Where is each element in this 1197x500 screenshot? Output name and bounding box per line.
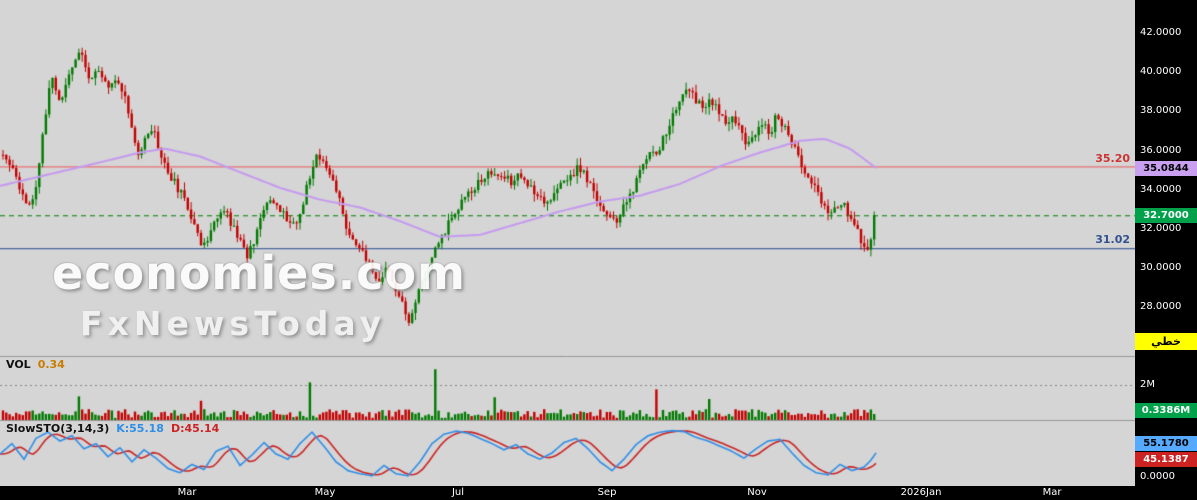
price-tick-label: 42.0000	[1140, 27, 1182, 38]
support-price-label: 31.02	[1095, 233, 1130, 246]
price-tick-label: 40.0000	[1140, 66, 1182, 78]
sto-d-value: D:45.14	[170, 422, 220, 435]
price-tick-label: 30.0000	[1140, 262, 1182, 274]
time-axis-label: May	[314, 487, 336, 498]
last-price-badge: 32.7000	[1135, 208, 1197, 223]
sto-d-badge: 45.1387	[1135, 452, 1197, 467]
price-axis[interactable]: 35.0844 32.7000 خطي 2M 0.3386M 55.1780 4…	[1135, 0, 1197, 500]
sto-zero-label: 0.0000	[1140, 471, 1175, 482]
volume-grid-label: 2M	[1140, 379, 1155, 390]
time-axis[interactable]: Mar May Jul Sep Nov 2026Jan Mar	[0, 486, 1197, 500]
chart-canvas[interactable]	[0, 0, 1135, 486]
time-axis-label: Jul	[451, 487, 465, 498]
price-tick-label: 32.0000	[1140, 223, 1182, 234]
volume-current-value: 0.34	[37, 358, 65, 371]
sto-k-value: K:55.18	[116, 422, 164, 435]
resistance-price-label: 35.20	[1095, 152, 1130, 165]
time-axis-label: Mar	[177, 487, 197, 498]
scale-type-badge[interactable]: خطي	[1135, 333, 1197, 350]
volume-last-badge: 0.3386M	[1135, 403, 1197, 418]
time-axis-label: Nov	[747, 487, 767, 498]
sto-k-badge: 55.1780	[1135, 436, 1197, 451]
volume-indicator-name: VOL	[6, 358, 31, 371]
time-axis-label: Mar	[1042, 487, 1062, 498]
time-axis-label: Sep	[597, 487, 617, 498]
price-tick-label: 38.0000	[1140, 105, 1182, 117]
price-tick-label: 34.0000	[1140, 183, 1182, 195]
sto-indicator-name: SlowSTO(3,14,3)	[6, 422, 110, 435]
sto-panel-label: SlowSTO(3,14,3) K:55.18 D:45.14	[6, 422, 226, 435]
price-tick-label: 28.0000	[1140, 301, 1182, 313]
volume-panel-label: VOL 0.34	[6, 358, 72, 371]
ma-value-badge: 35.0844	[1135, 161, 1197, 176]
time-axis-label: 2026Jan	[900, 487, 942, 498]
price-tick-label: 36.0000	[1140, 144, 1182, 156]
